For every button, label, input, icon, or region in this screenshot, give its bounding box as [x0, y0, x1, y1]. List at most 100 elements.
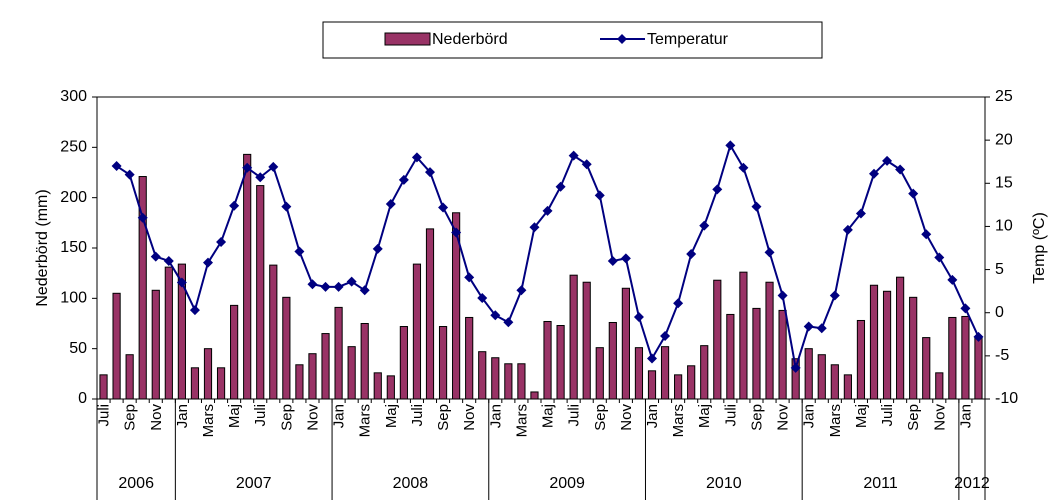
bar [269, 264, 278, 400]
line-marker [777, 290, 788, 301]
bar [765, 281, 774, 400]
x-tick-label: Jan [644, 404, 661, 428]
line-marker [477, 293, 488, 304]
line-marker [842, 224, 853, 235]
bar [282, 296, 291, 400]
line-marker [281, 201, 292, 212]
year-label: 2008 [393, 475, 429, 492]
year-label: 2006 [118, 475, 154, 492]
y-tick-label: 300 [60, 88, 87, 105]
bar [504, 363, 513, 400]
line-marker [385, 198, 396, 209]
bar [647, 370, 657, 400]
legend-label: Nederbörd [432, 31, 508, 48]
bar [478, 351, 487, 400]
line-marker [294, 246, 305, 257]
line-marker [581, 159, 592, 170]
line-marker [411, 152, 422, 163]
line-marker [947, 274, 958, 285]
line-marker [568, 150, 579, 161]
x-tick-label: Juli [566, 404, 583, 427]
line-marker [203, 257, 213, 268]
line-marker [686, 249, 697, 260]
x-tick-label: Juli [879, 404, 896, 427]
bar [465, 316, 474, 400]
x-tick-label: Maj [540, 404, 557, 428]
line-marker [934, 252, 945, 263]
line-marker [333, 281, 344, 292]
bar [99, 374, 108, 400]
bar [216, 367, 226, 400]
bar [830, 364, 839, 400]
line-marker [855, 208, 866, 219]
x-tick-label: Mars [513, 404, 530, 437]
bar [452, 212, 461, 400]
year-label: 2009 [549, 475, 585, 492]
line-marker [255, 172, 266, 183]
line-marker [660, 331, 671, 342]
bar [935, 372, 944, 400]
line-marker [150, 251, 161, 262]
bar [621, 287, 630, 400]
x-tick-label: Jan [801, 404, 818, 428]
line-marker [346, 276, 357, 287]
line-marker [594, 190, 605, 201]
line-marker [242, 162, 253, 173]
line-marker [973, 331, 984, 342]
bar [752, 307, 761, 400]
legend-label: Temperatur [647, 31, 729, 48]
line-marker [895, 164, 906, 175]
bar [425, 228, 435, 400]
bar [321, 333, 330, 400]
bar [256, 185, 265, 400]
bar [334, 306, 343, 400]
line-marker [398, 174, 409, 185]
line-marker [908, 188, 919, 199]
line-marker [633, 312, 644, 323]
y2-tick-label: 25 [995, 88, 1013, 105]
x-tick-label: Jan [331, 404, 348, 428]
line-marker [490, 310, 501, 321]
line-marker [529, 222, 540, 233]
line-marker [438, 202, 449, 213]
line-marker [790, 362, 801, 373]
x-tick-label: Jan [174, 404, 191, 428]
bar [190, 367, 200, 400]
bar [869, 284, 879, 400]
x-tick-label: Juli [409, 404, 426, 427]
y-tick-label: 200 [60, 189, 87, 206]
bar [138, 176, 147, 400]
line-marker [673, 298, 684, 309]
line-marker [307, 279, 318, 290]
x-tick-label: Nov [148, 404, 165, 431]
line-marker [607, 255, 618, 266]
line-marker [229, 200, 240, 211]
line-marker [372, 243, 383, 254]
bar [164, 266, 173, 400]
line-marker [921, 229, 932, 240]
legend-marker [617, 34, 627, 44]
bar [438, 326, 448, 400]
line-marker [751, 201, 762, 212]
bar [634, 347, 644, 400]
line-marker [960, 303, 971, 314]
bar [608, 321, 617, 400]
x-tick-label: Mars [827, 404, 844, 437]
y-axis-label: Nederbörd (mm) [34, 189, 51, 306]
line-marker [647, 353, 657, 364]
bar [922, 337, 931, 400]
bar [687, 365, 696, 400]
bar [556, 325, 565, 400]
year-label: 2007 [236, 475, 272, 492]
x-tick-label: Juli [722, 404, 739, 427]
line-marker [176, 277, 187, 288]
x-tick-label: Sep [748, 404, 765, 431]
bar [543, 320, 552, 400]
bar [896, 276, 905, 400]
y2-tick-label: 20 [995, 131, 1013, 148]
bar [360, 323, 369, 400]
line-marker [189, 305, 200, 316]
bar [530, 391, 539, 400]
bar [177, 263, 186, 400]
line-marker [738, 162, 749, 173]
